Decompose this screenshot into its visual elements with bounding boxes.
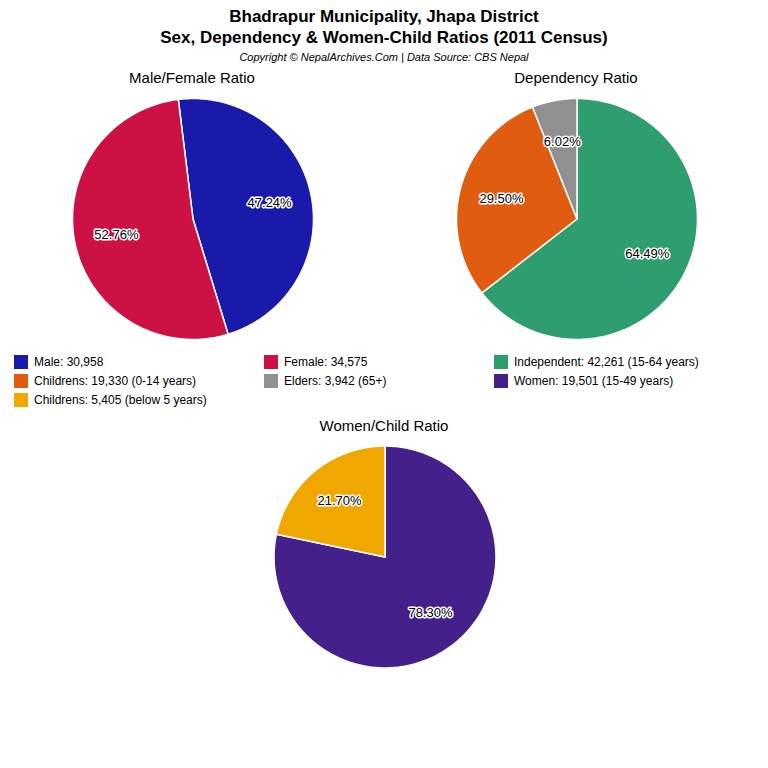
html-text:Childrens: 5,405 (below 5 year: Childrens: 5,405 (below 5 years): [34, 393, 207, 407]
html-text:Independent: 42,261 (15-64 yea: Independent: 42,261 (15-64 years): [514, 355, 699, 369]
html-text:Women: 19,501 (15-49 years): Women: 19,501 (15-49 years): [514, 374, 674, 388]
html-text:Bhadrapur Municipality, Jhapa: Bhadrapur Municipality, Jhapa District: [229, 7, 539, 26]
html-text:Female: 34,575: Female: 34,575: [284, 355, 368, 369]
html-text:Copyright © NepalArchives.Com: Copyright © NepalArchives.Com | Data Sou…: [239, 51, 529, 63]
svg-text:64.49%: 64.49%: [625, 246, 670, 261]
svg-text:21.70%: 21.70%: [317, 493, 362, 508]
svg-text:29.50%: 29.50%: [479, 191, 524, 206]
svg-text:78.30%: 78.30%: [408, 605, 453, 620]
html-text:Women/Child Ratio: Women/Child Ratio: [319, 417, 449, 434]
html-text:Elders: 3,942 (65+): Elders: 3,942 (65+): [284, 374, 387, 388]
html-text:Male/Female Ratio: Male/Female Ratio: [129, 69, 255, 86]
html-text:Dependency Ratio: Dependency Ratio: [514, 69, 638, 86]
html-text:Childrens: 19,330 (0-14 years): Childrens: 19,330 (0-14 years): [34, 374, 197, 388]
html-text:Sex, Dependency & Women-Child: Sex, Dependency & Women-Child Ratios (20…: [160, 28, 608, 47]
html-text:Male: 30,958: Male: 30,958: [34, 355, 104, 369]
svg-text:6.02%: 6.02%: [543, 134, 580, 149]
svg-text:47.24%: 47.24%: [247, 195, 292, 210]
svg-text:52.76%: 52.76%: [94, 227, 139, 242]
